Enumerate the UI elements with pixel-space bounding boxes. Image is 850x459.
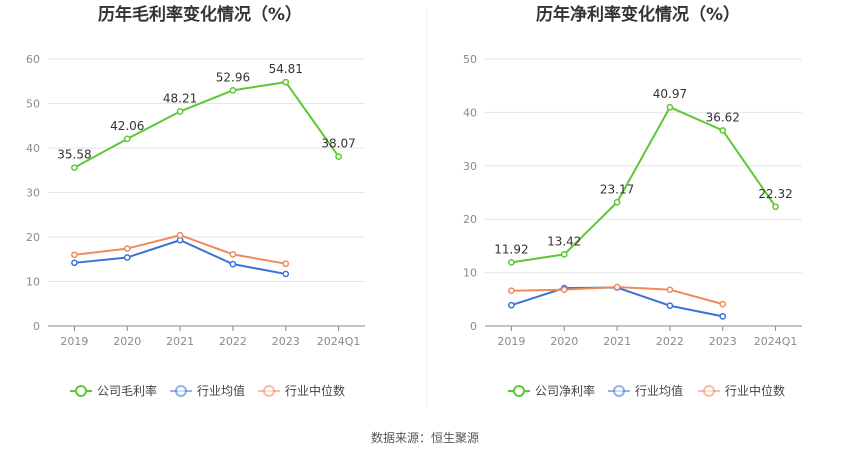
legend-item-industry-median[interactable]: 行业中位数 [698, 383, 785, 398]
company-point [613, 198, 621, 206]
company-line [511, 106, 777, 264]
data-label: 54.81 [269, 62, 303, 76]
industry-mean-point [71, 259, 78, 267]
industry-mean-point [719, 313, 727, 320]
x-tick-label: 2021 [603, 335, 631, 348]
x-tick-label: 2023 [709, 335, 737, 348]
legend-swatch-marker [175, 385, 187, 397]
company-point [560, 250, 568, 258]
legend-label: 公司毛利率 [97, 383, 157, 398]
industry-median-point [508, 287, 515, 295]
chart-title: 历年净利率变化情况（%） [536, 4, 740, 25]
company-point [772, 203, 779, 211]
company-point [335, 153, 342, 160]
y-tick-label: 30 [26, 187, 40, 200]
y-tick-label: 40 [26, 142, 40, 155]
data-label: 36.62 [706, 110, 740, 124]
x-tick-label: 2022 [656, 335, 684, 348]
x-tick-label: 2021 [166, 335, 194, 348]
industry-mean-point [123, 254, 131, 261]
y-tick-label: 50 [26, 98, 40, 111]
x-tick-label: 2024Q1 [754, 335, 798, 348]
industry-median-point [176, 231, 184, 239]
company-point [176, 108, 184, 115]
y-tick-label: 10 [26, 276, 40, 289]
data-label: 35.58 [57, 148, 91, 162]
industry-median-point [71, 251, 78, 259]
industry-mean-point [282, 270, 290, 278]
legend-label: 行业中位数 [285, 383, 345, 398]
legend-label: 公司净利率 [535, 383, 595, 398]
legend-item-company[interactable]: 公司毛利率 [70, 383, 157, 398]
company-line [73, 81, 340, 169]
data-label: 42.06 [110, 119, 144, 133]
company-point [666, 103, 674, 111]
net-margin-chart: 历年净利率变化情况（%） 0 10 20 30 40 50 2019 2020 2021 2022 2… [463, 4, 802, 398]
x-tick-label: 2019 [497, 335, 525, 348]
legend-item-industry-median[interactable]: 行业中位数 [258, 383, 345, 398]
y-tick-label: 0 [470, 320, 477, 333]
x-tick-label: 2022 [219, 335, 247, 348]
legend-swatch-marker [703, 385, 715, 397]
y-tick-label: 60 [26, 53, 40, 66]
y-tick-label: 20 [26, 231, 40, 244]
legend-swatch-marker [263, 385, 275, 397]
legend-item-industry-mean[interactable]: 行业均值 [608, 383, 683, 398]
industry-mean-line [511, 286, 723, 318]
legend-label: 行业中位数 [725, 383, 785, 398]
legend-swatch-marker [513, 385, 525, 397]
company-point [282, 78, 290, 86]
industry-mean-line [74, 239, 286, 275]
y-tick-label: 10 [463, 267, 477, 280]
legend-item-company[interactable]: 公司净利率 [508, 383, 595, 398]
legend-swatch-marker [613, 385, 625, 397]
data-label: 48.21 [163, 91, 197, 105]
company-point [508, 258, 515, 266]
chart-title: 历年毛利率变化情况（%） [98, 4, 302, 25]
legend-label: 行业均值 [197, 383, 245, 398]
x-tick-label: 2020 [113, 335, 141, 348]
data-source: 数据来源：恒生聚源 [371, 430, 479, 445]
legend-item-industry-mean[interactable]: 行业均值 [170, 383, 245, 398]
y-tick-label: 20 [463, 213, 477, 226]
y-tick-label: 50 [463, 53, 477, 66]
legend-swatch-marker [75, 385, 87, 397]
data-label: 38.07 [321, 137, 355, 151]
industry-median-point [719, 300, 727, 308]
industry-median-point [666, 286, 674, 294]
industry-mean-point [666, 302, 674, 310]
industry-median-point [229, 251, 237, 258]
industry-mean-point [229, 260, 237, 268]
y-tick-label: 0 [33, 320, 40, 333]
industry-median-point [282, 260, 290, 268]
data-label: 11.92 [494, 242, 528, 256]
y-tick-label: 40 [463, 106, 477, 119]
industry-median-point [560, 286, 568, 294]
data-label: 13.42 [547, 234, 581, 248]
x-tick-label: 2023 [272, 335, 300, 348]
gross-margin-chart: 历年毛利率变化情况（%） 0 10 20 30 40 50 60 2019 2020 2021 202… [26, 4, 365, 398]
y-tick-label: 30 [463, 160, 477, 173]
industry-mean-point [508, 301, 515, 309]
data-label: 52.96 [216, 70, 250, 84]
company-point [229, 86, 237, 94]
data-label: 22.32 [758, 187, 792, 201]
company-point [719, 127, 727, 134]
data-label: 40.97 [653, 87, 687, 101]
x-tick-label: 2024Q1 [317, 335, 361, 348]
company-point [71, 164, 78, 172]
industry-median-point [123, 245, 131, 252]
industry-median-point [613, 283, 621, 291]
legend-label: 行业均值 [635, 383, 683, 398]
x-tick-label: 2020 [550, 335, 578, 348]
data-label: 23.17 [600, 182, 634, 196]
company-point [123, 135, 131, 143]
x-tick-label: 2019 [60, 335, 88, 348]
